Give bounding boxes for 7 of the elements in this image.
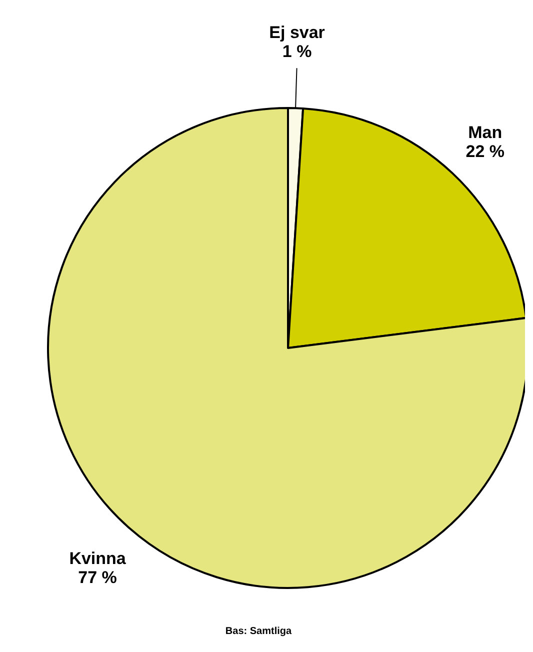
- slice-label: Ej svar: [269, 23, 326, 42]
- slice-label: Man: [468, 123, 502, 142]
- data-label: 1 %: [282, 42, 312, 62]
- data-label: 77 %: [78, 568, 117, 588]
- data-label: 22 %: [466, 142, 505, 162]
- slice-label: Kvinna: [69, 549, 126, 568]
- text: Bas: Samtliga: [225, 626, 292, 637]
